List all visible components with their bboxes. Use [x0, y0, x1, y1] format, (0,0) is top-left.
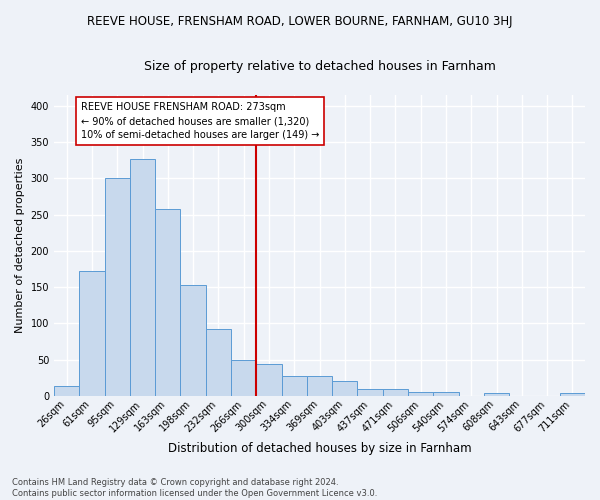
Text: REEVE HOUSE, FRENSHAM ROAD, LOWER BOURNE, FARNHAM, GU10 3HJ: REEVE HOUSE, FRENSHAM ROAD, LOWER BOURNE…	[87, 15, 513, 28]
Bar	[231, 360, 256, 396]
Bar	[206, 328, 231, 396]
Title: Size of property relative to detached houses in Farnham: Size of property relative to detached ho…	[143, 60, 496, 73]
Bar	[104, 178, 130, 396]
Bar	[484, 393, 509, 396]
Bar	[181, 285, 206, 396]
Bar	[54, 386, 79, 396]
Bar	[383, 388, 408, 396]
Bar	[560, 393, 585, 396]
Bar	[332, 380, 358, 396]
Text: REEVE HOUSE FRENSHAM ROAD: 273sqm
← 90% of detached houses are smaller (1,320)
1: REEVE HOUSE FRENSHAM ROAD: 273sqm ← 90% …	[80, 102, 319, 141]
Text: Contains HM Land Registry data © Crown copyright and database right 2024.
Contai: Contains HM Land Registry data © Crown c…	[12, 478, 377, 498]
Bar	[79, 271, 104, 396]
Y-axis label: Number of detached properties: Number of detached properties	[15, 158, 25, 333]
Bar	[281, 376, 307, 396]
Bar	[307, 376, 332, 396]
Bar	[256, 364, 281, 396]
Bar	[358, 388, 383, 396]
X-axis label: Distribution of detached houses by size in Farnham: Distribution of detached houses by size …	[168, 442, 472, 455]
Bar	[433, 392, 458, 396]
Bar	[408, 392, 433, 396]
Bar	[155, 209, 181, 396]
Bar	[130, 159, 155, 396]
